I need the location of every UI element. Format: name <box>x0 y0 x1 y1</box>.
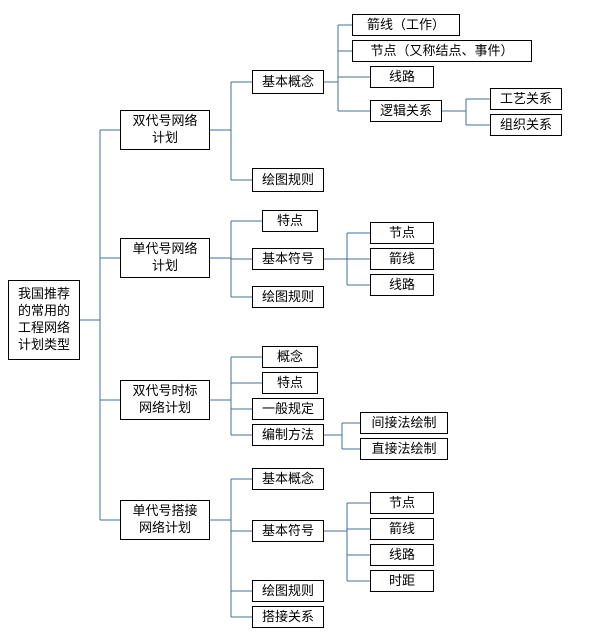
tree-node-b1c1a: 箭线（工作） <box>352 14 460 36</box>
tree-node-b2c2b: 箭线 <box>370 248 434 270</box>
tree-node-b1c1d2: 组织关系 <box>490 114 562 136</box>
tree-node-b3c1: 概念 <box>262 346 318 368</box>
tree-node-b2c2a: 节点 <box>370 222 434 244</box>
tree-node-b2c3: 绘图规则 <box>252 286 324 308</box>
tree-node-b4c2c: 线路 <box>370 544 434 566</box>
tree-node-b3c4: 编制方法 <box>252 424 324 446</box>
tree-node-root: 我国推荐 的常用的 工程网络 计划类型 <box>8 280 80 360</box>
tree-node-b1c2: 绘图规则 <box>252 168 324 192</box>
tree-node-b4c2b: 箭线 <box>370 518 434 540</box>
tree-node-b3c2: 特点 <box>262 372 318 394</box>
tree-node-b4c1: 基本概念 <box>252 468 324 490</box>
tree-node-b4c3: 绘图规则 <box>252 580 324 602</box>
tree-node-b1c1: 基本概念 <box>252 70 324 94</box>
tree-node-b4c4: 搭接关系 <box>252 606 324 628</box>
tree-node-b4: 单代号搭接 网络计划 <box>120 500 210 540</box>
tree-node-b2c2c: 线路 <box>370 274 434 296</box>
tree-node-b1c1c: 线路 <box>370 66 434 88</box>
tree-node-b1c1d: 逻辑关系 <box>370 100 442 122</box>
tree-node-b1c1d1: 工艺关系 <box>490 88 562 110</box>
tree-node-b4c2a: 节点 <box>370 492 434 514</box>
tree-node-b4c2d: 时距 <box>370 570 434 592</box>
tree-node-b2: 单代号网络 计划 <box>120 238 210 278</box>
tree-node-b4c2: 基本符号 <box>252 520 324 542</box>
tree-node-b3c3: 一般规定 <box>252 398 324 420</box>
tree-node-b2c1: 特点 <box>262 210 318 232</box>
tree-node-b3c4a: 间接法绘制 <box>360 412 448 434</box>
tree-node-b1c1b: 节点（又称结点、事件） <box>352 40 532 62</box>
tree-node-b1: 双代号网络 计划 <box>120 110 210 150</box>
tree-node-b3: 双代号时标 网络计划 <box>120 380 210 420</box>
tree-node-b3c4b: 直接法绘制 <box>360 438 448 460</box>
tree-node-b2c2: 基本符号 <box>252 248 324 270</box>
